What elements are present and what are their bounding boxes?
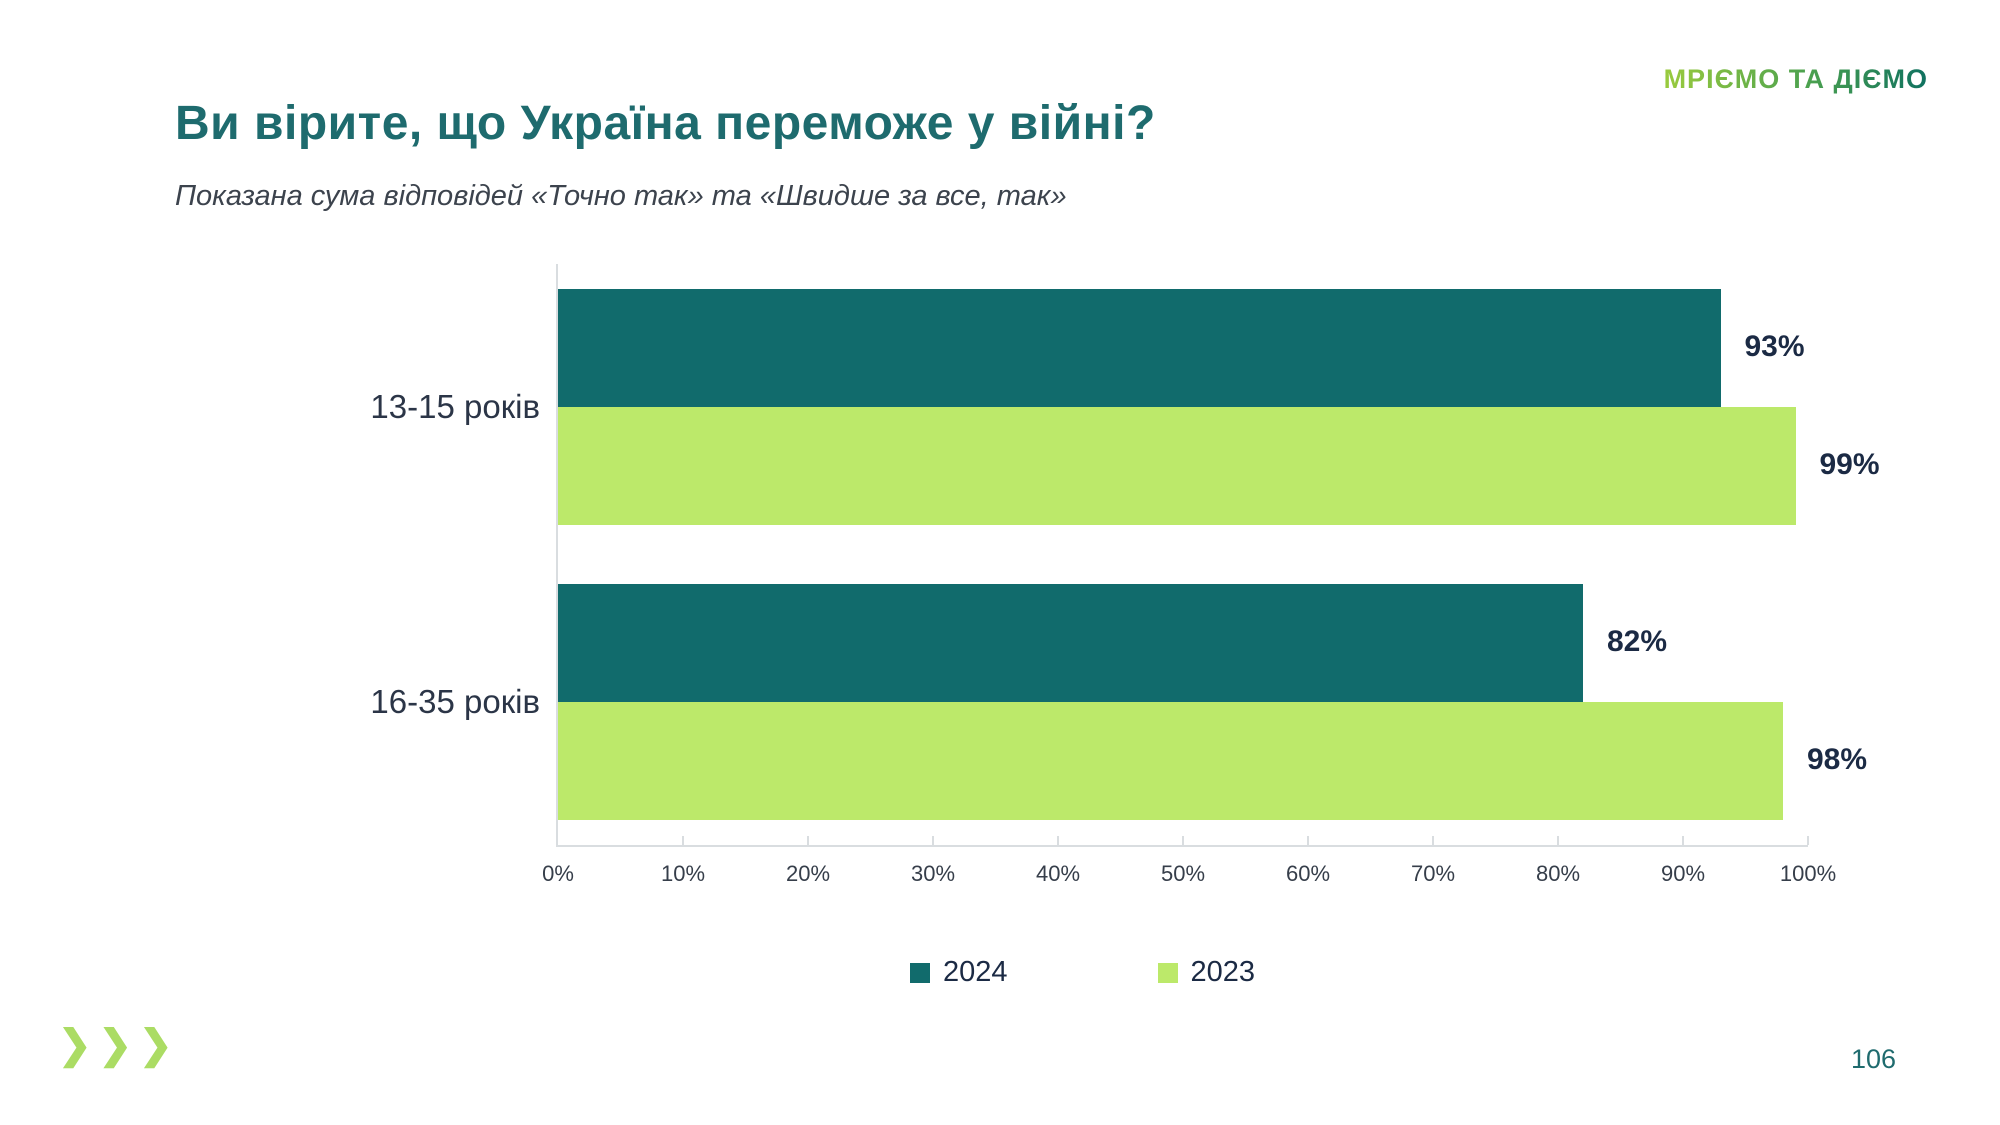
x-axis-tick	[1182, 836, 1184, 845]
x-axis-tick-label: 60%	[1285, 861, 1331, 886]
brand-logo: МРІЄМО ТА ДІЄМО	[1663, 64, 1928, 94]
legend-item-2024: 2024	[910, 956, 1008, 989]
bar-2023-group2	[558, 702, 1783, 820]
x-axis-tick-label: 10%	[660, 861, 706, 886]
legend-swatch-icon	[910, 962, 930, 983]
x-axis-tick-label: 50%	[1160, 861, 1206, 886]
legend-label: 2024	[943, 956, 1008, 988]
x-axis-tick	[1807, 836, 1809, 845]
x-axis-tick-label: 30%	[910, 861, 956, 886]
x-axis-tick-label: 90%	[1660, 861, 1706, 886]
bar-2024-group2	[558, 584, 1583, 702]
x-axis-tick-label: 70%	[1410, 861, 1456, 886]
value-label-2023-group1: 99%	[1819, 448, 1880, 481]
x-axis-tick	[682, 836, 684, 845]
x-axis-tick	[807, 836, 809, 845]
chart-subtitle: Показана сума відповідей «Точно так» та …	[175, 180, 1067, 212]
x-axis-tick	[1057, 836, 1059, 845]
x-axis-tick-label: 80%	[1535, 861, 1581, 886]
value-label-2023-group2: 98%	[1807, 743, 1868, 776]
x-axis-tick-label: 20%	[785, 861, 831, 886]
value-label-2024-group1: 93%	[1744, 330, 1805, 363]
plot-area: 93% 99% 82% 98% 0% 10% 20% 30% 40% 50% 60% 70% 80% 90…	[542, 264, 1880, 886]
x-axis-tick-label: 40%	[1035, 861, 1081, 886]
x-axis-tick	[1432, 836, 1434, 845]
legend-item-2023: 2023	[1157, 956, 1256, 989]
page-number: 106	[1850, 1044, 1896, 1074]
legend-swatch-icon	[1157, 962, 1178, 983]
category-label-group2: 16-35 років	[370, 683, 540, 720]
footer-chevrons-icon: ❯❯❯	[58, 1023, 180, 1067]
x-axis-tick	[1307, 836, 1309, 845]
bar-2023-group1	[558, 407, 1796, 525]
x-axis-tick	[1682, 836, 1684, 845]
chart-legend: 2024 2023	[910, 956, 1255, 989]
x-axis-tick-label: 100%	[1779, 861, 1837, 886]
bar-2024-group1	[558, 289, 1721, 407]
value-label-2024-group2: 82%	[1607, 625, 1668, 658]
category-label-group1: 13-15 років	[370, 388, 540, 425]
legend-label: 2023	[1190, 956, 1256, 988]
x-axis-tick	[1557, 836, 1559, 845]
chart-title: Ви вірите, що Україна переможе у війні?	[175, 97, 1156, 150]
x-axis-tick	[932, 836, 934, 845]
x-axis-tick-label: 0%	[542, 861, 574, 886]
